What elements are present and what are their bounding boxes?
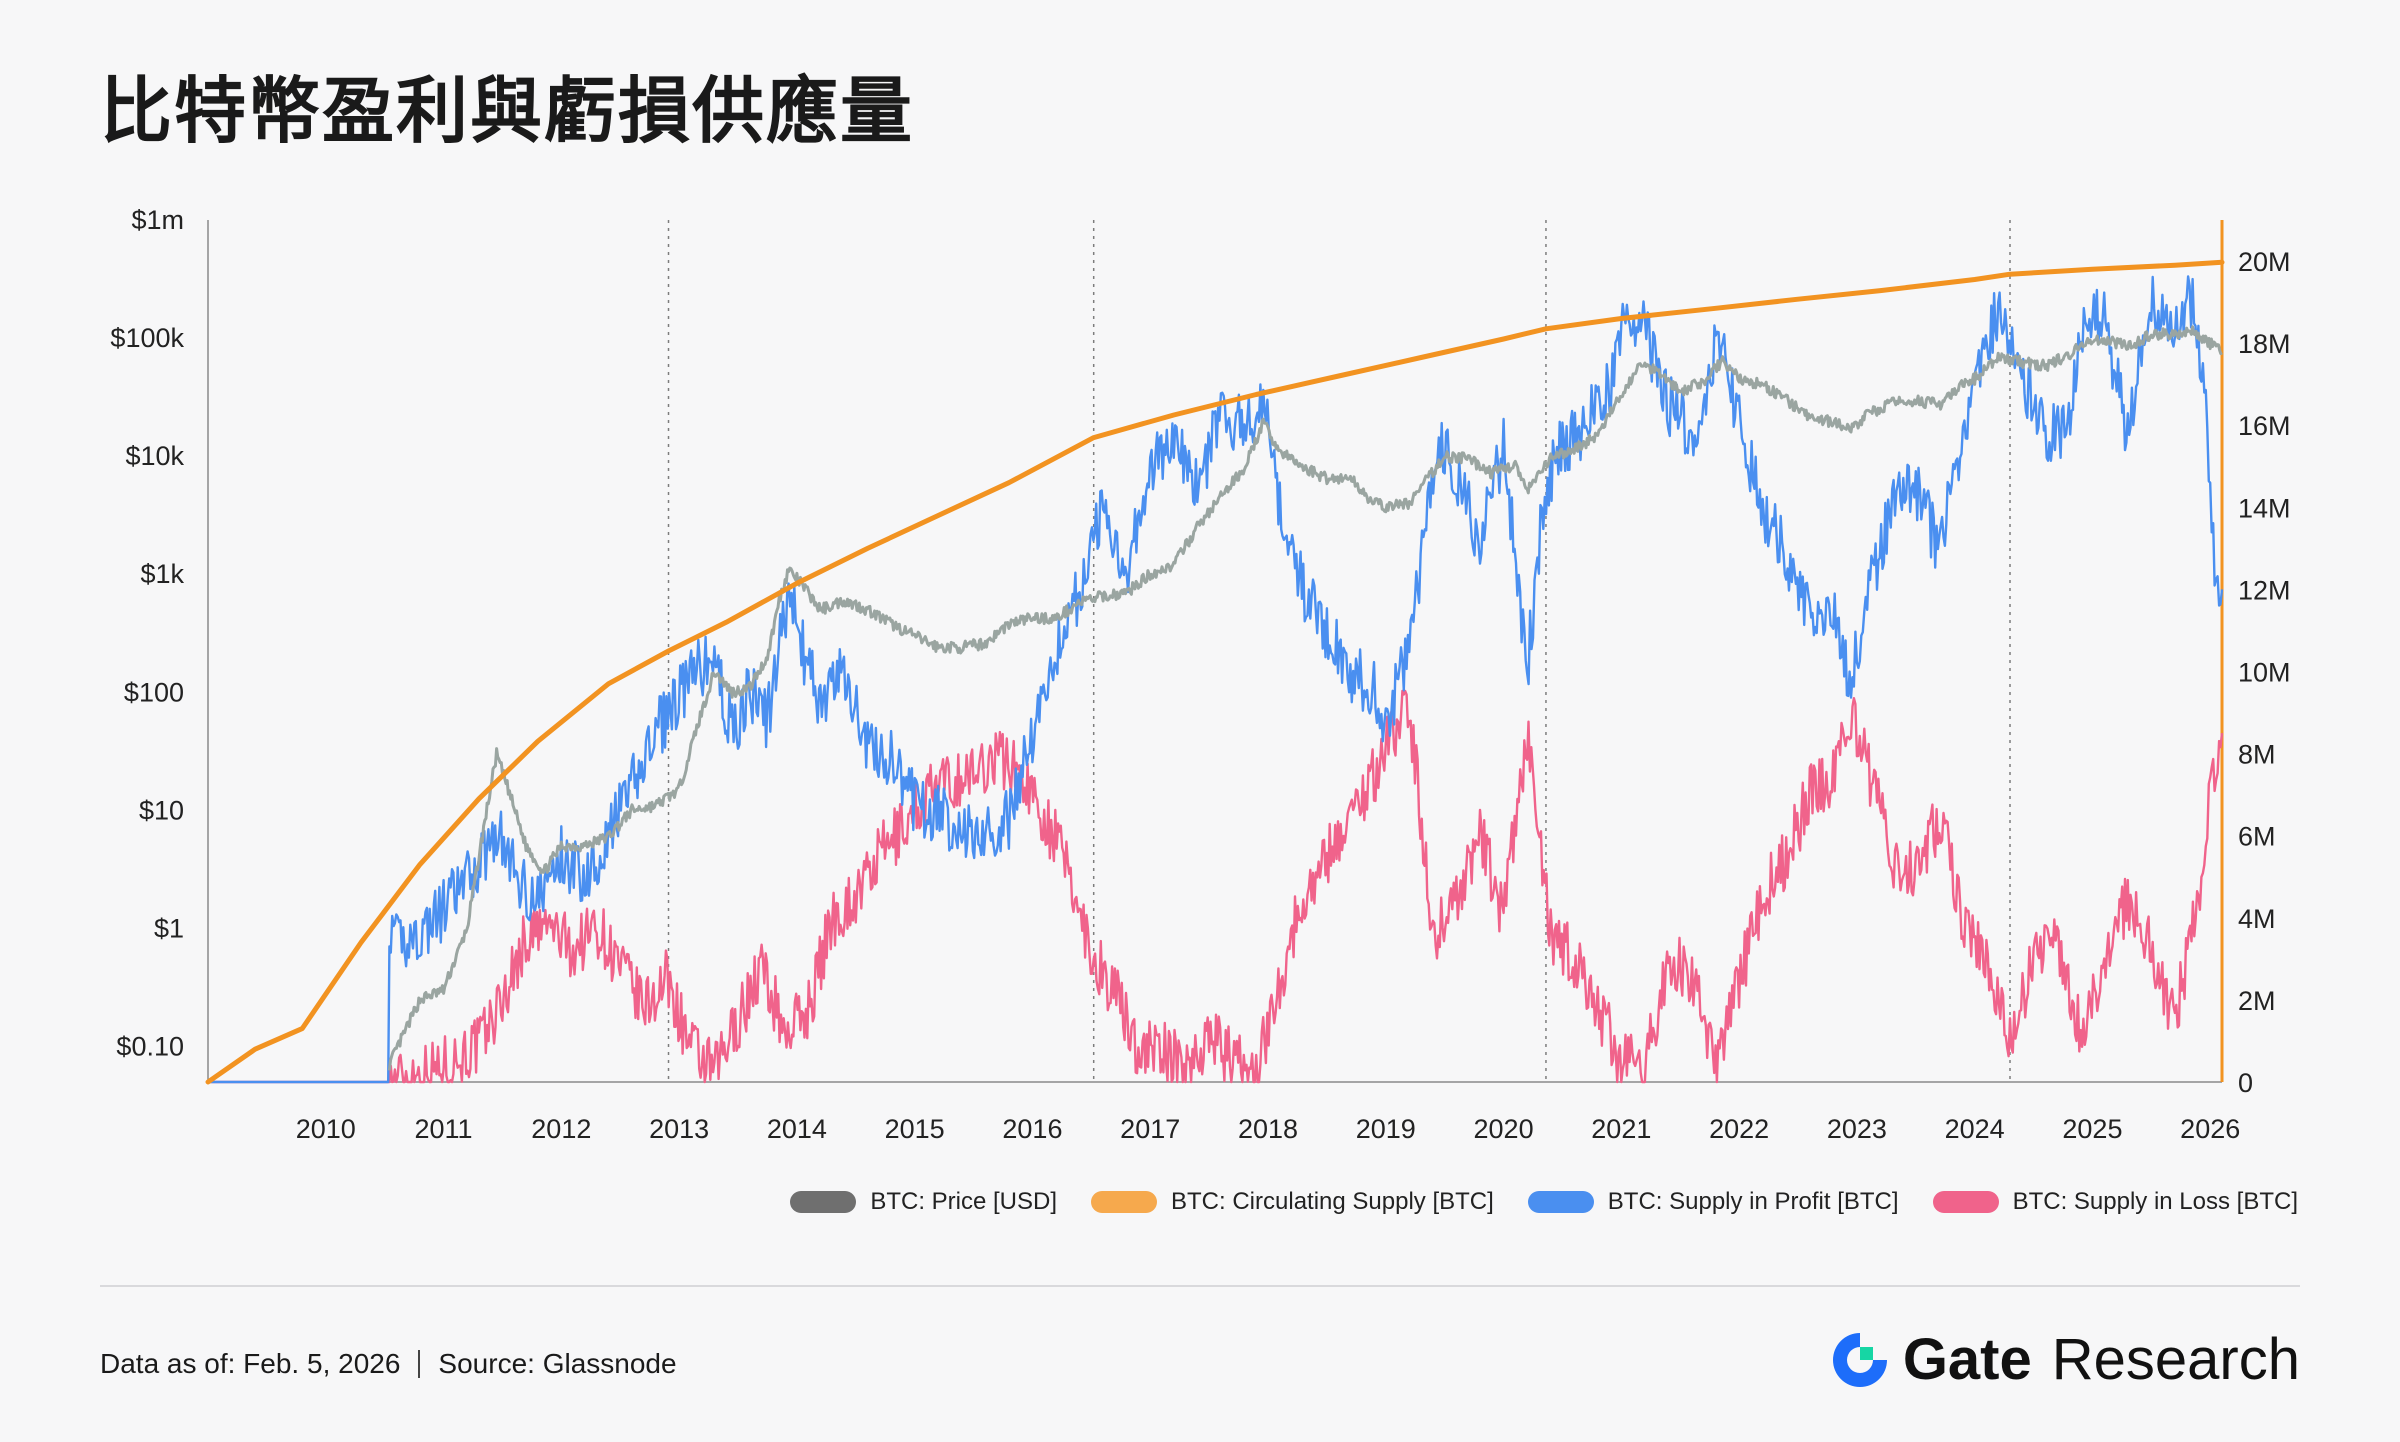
x-tick-label: 2016 [1002, 1114, 1062, 1144]
legend-swatch-price [790, 1191, 857, 1213]
x-tick-label: 2015 [885, 1114, 945, 1144]
legend-item-loss[interactable]: BTC: Supply in Loss [BTC] [1932, 1188, 2298, 1216]
x-tick-label: 2011 [415, 1114, 473, 1144]
x-tick-label: 2019 [1356, 1114, 1416, 1144]
series-supply-in-profit [208, 275, 2224, 1084]
x-tick-label: 2021 [1591, 1114, 1651, 1144]
chart-title: 比特幣盈利與虧損供應量 [100, 69, 915, 153]
data-date: Data as of: Feb. 5, 2026 [100, 1348, 401, 1379]
right-tick-label: 10M [2238, 658, 2291, 688]
brand-name: Gate [1902, 1327, 2032, 1392]
right-tick-label: 14M [2238, 493, 2291, 523]
left-tick-label: $1k [140, 559, 184, 589]
legend-swatch-profit [1527, 1191, 1594, 1213]
legend-label-supply: BTC: Circulating Supply [BTC] [1171, 1188, 1494, 1215]
footer-separator [418, 1350, 421, 1378]
left-tick-label: $1m [131, 205, 184, 235]
right-tick-label: 2M [2238, 986, 2276, 1016]
legend-swatch-loss [1932, 1191, 1999, 1213]
legend-label-price: BTC: Price [USD] [870, 1188, 1058, 1215]
x-tick-label: 2020 [1474, 1114, 1534, 1144]
legend-label-profit: BTC: Supply in Profit [BTC] [1607, 1188, 1899, 1215]
x-tick-label: 2022 [1709, 1114, 1769, 1144]
footer-meta: Data as of: Feb. 5, 2026 Source: Glassno… [100, 1348, 677, 1380]
x-tick-label: 2017 [1120, 1114, 1180, 1144]
x-tick-label: 2023 [1827, 1114, 1887, 1144]
right-tick-label: 18M [2238, 329, 2291, 359]
right-tick-label: 8M [2238, 740, 2276, 770]
legend-item-price[interactable]: BTC: Price [USD] [790, 1188, 1057, 1216]
left-tick-label: $0.10 [116, 1031, 184, 1061]
left-tick-label: $10 [139, 795, 184, 825]
x-tick-label: 2018 [1238, 1114, 1298, 1144]
legend-item-profit[interactable]: BTC: Supply in Profit [BTC] [1527, 1188, 1899, 1216]
right-tick-label: 12M [2238, 575, 2291, 605]
legend-label-loss: BTC: Supply in Loss [BTC] [2012, 1188, 2298, 1215]
x-tick-label: 2014 [767, 1114, 827, 1144]
chart-legend: BTC: Price [USD] BTC: Circulating Supply… [790, 1188, 2298, 1216]
legend-swatch-supply [1091, 1191, 1158, 1213]
series-circulating-supply [205, 259, 2225, 1085]
left-tick-label: $1 [154, 913, 184, 943]
right-tick-label: 4M [2238, 904, 2276, 934]
right-tick-label: 20M [2238, 247, 2291, 277]
gate-logo-icon [1832, 1332, 1887, 1387]
series-price [387, 325, 2223, 1071]
data-source: Source: Glassnode [438, 1348, 677, 1379]
footer-divider [100, 1285, 2300, 1287]
series-supply-in-loss [208, 689, 2224, 1084]
right-tick-label: 6M [2238, 822, 2276, 852]
brand-logo: Gate Research [1829, 1326, 2300, 1393]
left-tick-label: $100k [110, 323, 184, 353]
right-tick-label: 16M [2238, 411, 2291, 441]
x-tick-label: 2013 [649, 1114, 709, 1144]
x-tick-label: 2024 [1945, 1114, 2005, 1144]
left-tick-label: $10k [125, 441, 184, 471]
right-tick-label: 0 [2238, 1068, 2253, 1098]
brand-suffix: Research [2051, 1327, 2300, 1392]
x-tick-label: 2026 [2180, 1114, 2240, 1144]
x-tick-label: 2012 [531, 1114, 591, 1144]
x-tick-label: 2025 [2062, 1114, 2122, 1144]
left-tick-label: $100 [124, 677, 184, 707]
legend-item-supply[interactable]: BTC: Circulating Supply [BTC] [1091, 1188, 1494, 1216]
x-tick-label: 2010 [296, 1114, 356, 1144]
